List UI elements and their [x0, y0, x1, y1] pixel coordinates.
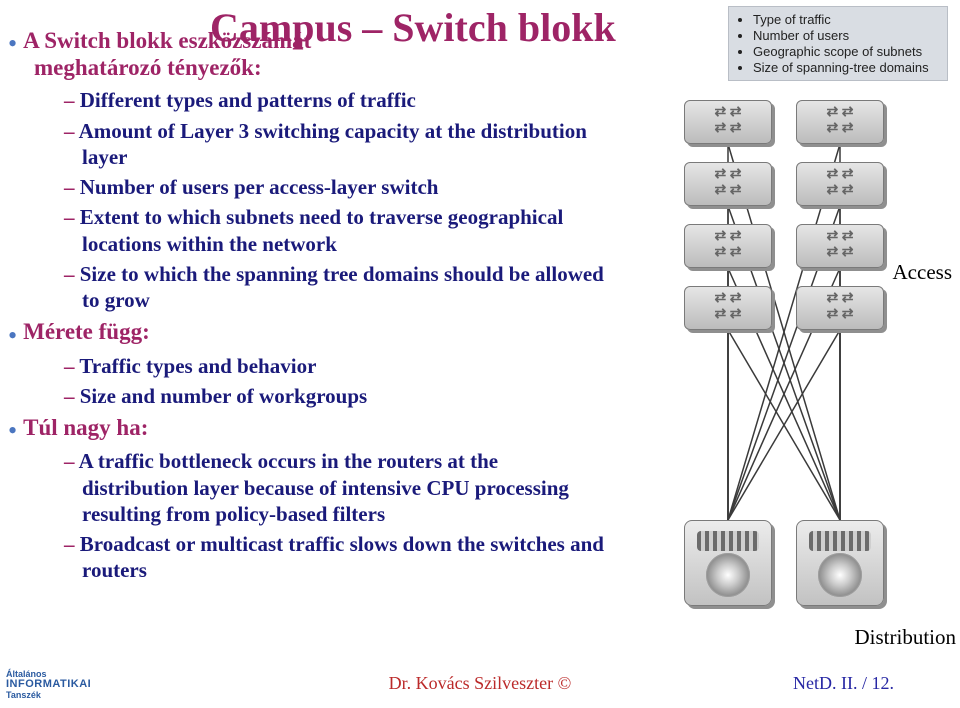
access-switch [684, 100, 772, 144]
sub-bullet: Size and number of workgroups [64, 383, 608, 409]
sub-bullet: Different types and patterns of traffic [64, 87, 608, 113]
distribution-label: Distribution [854, 625, 956, 650]
footer-author: Dr. Kovács Szilveszter © [389, 673, 572, 694]
infobox-item: Size of spanning-tree domains [753, 60, 939, 75]
dept-logo: Általános INFORMATIKAI Tanszék [6, 670, 91, 700]
bullet-group: •A Switch blokk eszközszámátmeghatározó … [8, 28, 608, 313]
sub-bullet: Extent to which subnets need to traverse… [64, 204, 608, 257]
bullet-heading: Túl nagy ha: [23, 415, 148, 440]
access-switch [796, 286, 884, 330]
infobox-item: Geographic scope of subnets [753, 44, 939, 59]
access-switch [796, 162, 884, 206]
sub-bullet: Number of users per access-layer switch [64, 174, 608, 200]
access-switch [796, 224, 884, 268]
logo-line3: Tanszék [6, 691, 91, 700]
access-switch [684, 224, 772, 268]
distribution-switch [684, 520, 772, 606]
access-label: Access [893, 260, 952, 285]
access-switch [684, 286, 772, 330]
access-switch [684, 162, 772, 206]
info-box: Type of trafficNumber of usersGeographic… [728, 6, 948, 81]
sub-bullet: Size to which the spanning tree domains … [64, 261, 608, 314]
logo-line2: INFORMATIKAI [6, 679, 91, 691]
bullet-heading-line2: meghatározó tényezők: [34, 55, 608, 81]
sub-bullet: Traffic types and behavior [64, 353, 608, 379]
sub-bullet: Amount of Layer 3 switching capacity at … [64, 118, 608, 171]
content-column: •A Switch blokk eszközszámátmeghatározó … [8, 28, 608, 590]
infobox-item: Number of users [753, 28, 939, 43]
bullet-dot-icon: • [8, 416, 17, 445]
bullet-group: •Mérete függ: Traffic types and behavior S… [8, 319, 608, 409]
bullet-heading: Mérete függ: [23, 319, 150, 344]
bullet-dot-icon: • [8, 29, 17, 58]
bullet-group: •Túl nagy ha: A traffic bottleneck occurs… [8, 415, 608, 584]
footer-page: NetD. II. / 12. [793, 673, 894, 694]
network-diagram [680, 100, 890, 630]
bullet-heading: A Switch blokk eszközszámát [23, 28, 311, 53]
sub-bullet: Broadcast or multicast traffic slows dow… [64, 531, 608, 584]
bullet-dot-icon: • [8, 321, 17, 350]
sub-bullet: A traffic bottleneck occurs in the route… [64, 448, 608, 527]
access-switch [796, 100, 884, 144]
infobox-item: Type of traffic [753, 12, 939, 27]
distribution-switch [796, 520, 884, 606]
